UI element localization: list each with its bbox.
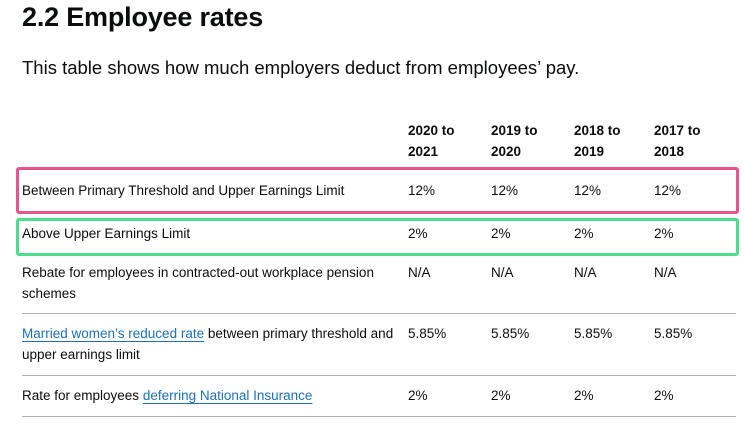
lead-paragraph: This table shows how much employers dedu… xyxy=(22,57,580,78)
rate-cell: 2% xyxy=(654,388,674,403)
rate-cell: 2% xyxy=(574,226,594,241)
table-row: Above Upper Earnings Limit 2% 2% 2% 2% xyxy=(22,211,736,253)
rate-cell: 12% xyxy=(574,183,602,198)
rate-cell: 2% xyxy=(408,388,428,403)
rate-cell: 12% xyxy=(491,183,519,198)
row-label: Between Primary Threshold and Upper Earn… xyxy=(22,183,345,198)
row-label-text: Rate for employees xyxy=(22,388,143,403)
rate-cell: 2% xyxy=(574,388,594,403)
page-heading: 2.2 Employee rates xyxy=(22,2,264,32)
rate-cell: 2% xyxy=(654,226,674,241)
rate-cell: 2% xyxy=(491,388,511,403)
row-label: Rebate for employees in contracted-out w… xyxy=(22,265,374,301)
table-row: Rate for employees deferring National In… xyxy=(22,375,736,417)
deferring-national-insurance-link[interactable]: deferring National Insurance xyxy=(142,388,313,403)
table-header-row: 2020 to 2021 2019 to 2020 2018 to 2019 2… xyxy=(22,114,736,168)
rate-cell: N/A xyxy=(654,265,677,280)
row-label: Above Upper Earnings Limit xyxy=(22,226,191,241)
row-label: Rate for employees deferring National In… xyxy=(22,385,402,406)
employee-rates-table: 2020 to 2021 2019 to 2020 2018 to 2019 2… xyxy=(22,114,736,417)
rate-cell: N/A xyxy=(574,265,597,280)
rate-cell: 5.85% xyxy=(574,326,613,341)
row-label-text: between primary threshold and upper earn… xyxy=(22,326,394,362)
table-row: Rebate for employees in contracted-out w… xyxy=(22,253,736,313)
column-header: 2018 to 2019 xyxy=(574,123,621,159)
column-header: 2020 to 2021 xyxy=(408,123,455,159)
table-row: Married women’s reduced rate between pri… xyxy=(22,313,736,375)
column-header: 2017 to 2018 xyxy=(654,123,701,159)
rate-cell: 12% xyxy=(654,183,682,198)
row-label: Married women’s reduced rate between pri… xyxy=(22,323,402,365)
green-highlight-box xyxy=(16,218,739,256)
rate-cell: N/A xyxy=(491,265,514,280)
rate-cell: 2% xyxy=(491,226,511,241)
married-womens-reduced-rate-link[interactable]: Married women’s reduced rate xyxy=(22,326,205,341)
rate-cell: 5.85% xyxy=(654,326,693,341)
rate-cell: 2% xyxy=(408,226,428,241)
rate-cell: N/A xyxy=(408,265,431,280)
pink-highlight-box xyxy=(16,167,739,214)
column-header: 2019 to 2020 xyxy=(491,123,538,159)
rate-cell: 5.85% xyxy=(408,326,447,341)
rate-cell: 5.85% xyxy=(491,326,530,341)
rate-cell: 12% xyxy=(408,183,436,198)
